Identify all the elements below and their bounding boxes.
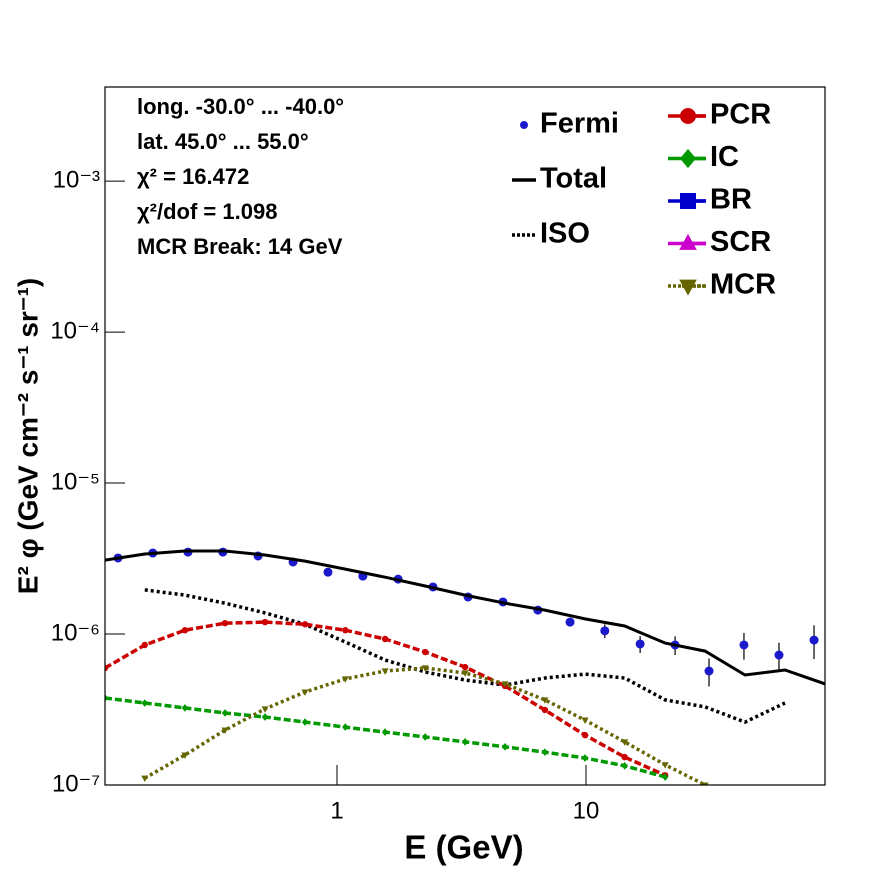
marker <box>301 621 309 628</box>
marker <box>661 773 669 781</box>
y-tick-label: 10⁻⁶ <box>51 619 100 646</box>
marker <box>581 717 589 724</box>
marker <box>261 618 269 626</box>
marker <box>141 775 149 782</box>
marker <box>381 668 389 675</box>
marker <box>541 748 549 757</box>
marker <box>701 782 709 785</box>
marker <box>621 761 628 770</box>
marker <box>541 697 549 704</box>
marker <box>739 640 749 650</box>
marker <box>600 626 610 636</box>
series-line <box>143 666 706 785</box>
legend-item: BR <box>668 184 752 216</box>
marker <box>342 627 349 634</box>
marker <box>661 762 669 769</box>
marker <box>105 694 109 702</box>
annotation: MCR Break: 14 GeV <box>137 234 343 259</box>
annotation: lat. 45.0° ... 55.0° <box>137 129 309 154</box>
marker <box>221 727 229 734</box>
marker <box>381 635 389 643</box>
marker <box>181 704 189 712</box>
marker <box>261 706 269 713</box>
marker <box>221 619 229 627</box>
legend-label: PCR <box>710 99 771 131</box>
legend-item: ISO <box>512 218 590 250</box>
marker <box>680 193 696 209</box>
marker <box>680 108 696 124</box>
marker <box>541 706 549 714</box>
legend-label: Total <box>540 163 607 195</box>
marker <box>141 641 148 649</box>
marker <box>565 617 575 627</box>
legend-item: Fermi <box>520 108 619 140</box>
marker <box>341 676 349 683</box>
annotation: χ²/dof = 1.098 <box>137 199 277 224</box>
marker <box>141 699 148 707</box>
frame <box>104 86 826 786</box>
annotation: long. -30.0° ... -40.0° <box>137 94 344 119</box>
series-line <box>105 549 825 686</box>
legend-label: BR <box>710 184 752 216</box>
marker <box>181 627 189 634</box>
marker <box>301 718 309 726</box>
marker <box>501 681 509 688</box>
legend-item: Total <box>512 163 607 195</box>
marker <box>461 663 469 671</box>
marker <box>421 648 429 656</box>
marker <box>520 121 528 129</box>
series-line <box>144 588 786 725</box>
plot-area <box>105 547 825 785</box>
marker <box>679 233 697 250</box>
y-tick-label: 10⁻⁴ <box>50 317 100 344</box>
marker <box>621 753 628 761</box>
legend-label: Fermi <box>540 108 619 140</box>
annotation: χ² = 16.472 <box>137 164 249 189</box>
marker <box>581 731 589 739</box>
marker <box>342 723 349 731</box>
y-tick-label: 10⁻⁵ <box>51 468 100 495</box>
marker <box>421 665 429 672</box>
marker <box>261 713 269 721</box>
y-axis-label: E² φ (GeV cm⁻² s⁻¹ sr⁻¹) <box>12 278 43 594</box>
y-tick-label: 10⁻³ <box>53 166 100 193</box>
marker <box>461 670 469 677</box>
marker <box>221 709 229 717</box>
marker <box>461 738 469 746</box>
marker <box>679 279 697 296</box>
legend-item: MCR <box>668 269 776 301</box>
marker <box>581 754 589 762</box>
marker <box>381 728 389 736</box>
marker <box>809 635 819 645</box>
legend-label: SCR <box>710 226 771 258</box>
legend-item: PCR <box>668 99 771 131</box>
marker <box>181 752 189 759</box>
marker <box>421 733 429 741</box>
marker <box>301 689 309 696</box>
marker <box>105 664 109 672</box>
legend-label: MCR <box>710 269 776 301</box>
legend-item: SCR <box>668 226 771 258</box>
x-axis-label: E (GeV) <box>404 829 523 866</box>
x-tick-label: 10 <box>573 797 600 824</box>
marker <box>323 567 333 577</box>
x-tick-label: 1 <box>330 797 343 824</box>
y-tick-label: 10⁻⁷ <box>52 770 100 797</box>
legend-label: ISO <box>540 218 590 250</box>
legend-label: IC <box>710 141 739 173</box>
marker <box>635 639 645 649</box>
marker <box>774 650 784 660</box>
marker <box>621 739 629 746</box>
marker <box>704 666 714 676</box>
marker <box>680 148 696 169</box>
legend-item: IC <box>668 141 739 173</box>
marker <box>501 742 509 751</box>
